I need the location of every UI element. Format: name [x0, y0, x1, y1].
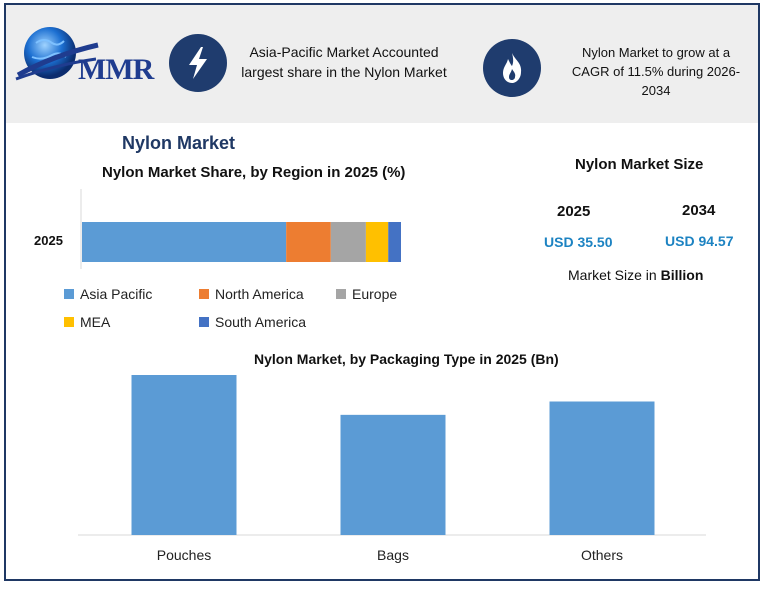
legend-swatch [64, 317, 74, 327]
packaging-bar-pouches [131, 375, 237, 535]
infographic-frame: MMR Asia-Pacific Market Accounted larges… [4, 3, 760, 581]
region-chart-category: 2025 [34, 233, 63, 248]
main-title: Nylon Market [122, 133, 236, 153]
region-bar-segment-mea [365, 222, 389, 262]
market-size-unit: Market Size in Billion [568, 267, 703, 283]
region-bar-segment-north-america [286, 222, 331, 262]
packaging-chart-title: Nylon Market, by Packaging Type in 2025 … [254, 351, 559, 367]
region-bar-segment-europe [330, 222, 366, 262]
legend-label: MEA [80, 314, 111, 330]
legend-europe: Europe [336, 286, 397, 302]
legend-mea: MEA [64, 314, 110, 330]
region-bar-segment-asia-pacific [82, 222, 287, 262]
legend-label: Asia Pacific [80, 286, 153, 302]
region-chart-title: Nylon Market Share, by Region in 2025 (%… [102, 164, 406, 181]
flame-icon [483, 39, 541, 97]
globe-icon [15, 27, 99, 81]
packaging-bar-others [549, 401, 655, 535]
legend-swatch [199, 317, 209, 327]
info-cagr: Nylon Market to grow at a CAGR of 11.5% … [571, 45, 741, 98]
packaging-bar-bags [340, 414, 446, 535]
market-size-title: Nylon Market Size [575, 156, 704, 173]
legend-label: South America [215, 314, 307, 330]
legend-swatch [199, 289, 209, 299]
year-2034: 2034 [682, 202, 716, 219]
value-2025: USD 35.50 [544, 234, 613, 250]
packaging-chart: Pouches Bags Others [78, 375, 706, 563]
unit-bold: Billion [660, 267, 704, 283]
legend-label: Europe [352, 286, 398, 302]
legend-swatch [336, 289, 346, 299]
packaging-tick-label: Bags [377, 547, 409, 563]
region-chart: 2025 [34, 189, 401, 269]
packaging-tick-label: Others [581, 547, 623, 563]
lightning-icon [169, 34, 227, 92]
unit-prefix: Market Size in [568, 267, 661, 283]
packaging-tick-label: Pouches [157, 547, 211, 563]
info-asia-pacific: Asia-Pacific Market Accounted largest sh… [241, 44, 447, 80]
legend-swatch [64, 289, 74, 299]
mmr-logo: MMR [14, 15, 164, 95]
legend-asia-pacific: Asia Pacific [64, 286, 152, 302]
header-band: MMR Asia-Pacific Market Accounted larges… [6, 5, 758, 123]
legend-south-america: South America [199, 314, 306, 330]
legend-north-america: North America [199, 286, 304, 302]
logo-text: MMR [78, 53, 154, 86]
region-bar-segment-south-america [388, 222, 401, 262]
value-2034: USD 94.57 [665, 233, 734, 249]
year-2025: 2025 [557, 203, 591, 220]
legend-label: North America [215, 286, 304, 302]
